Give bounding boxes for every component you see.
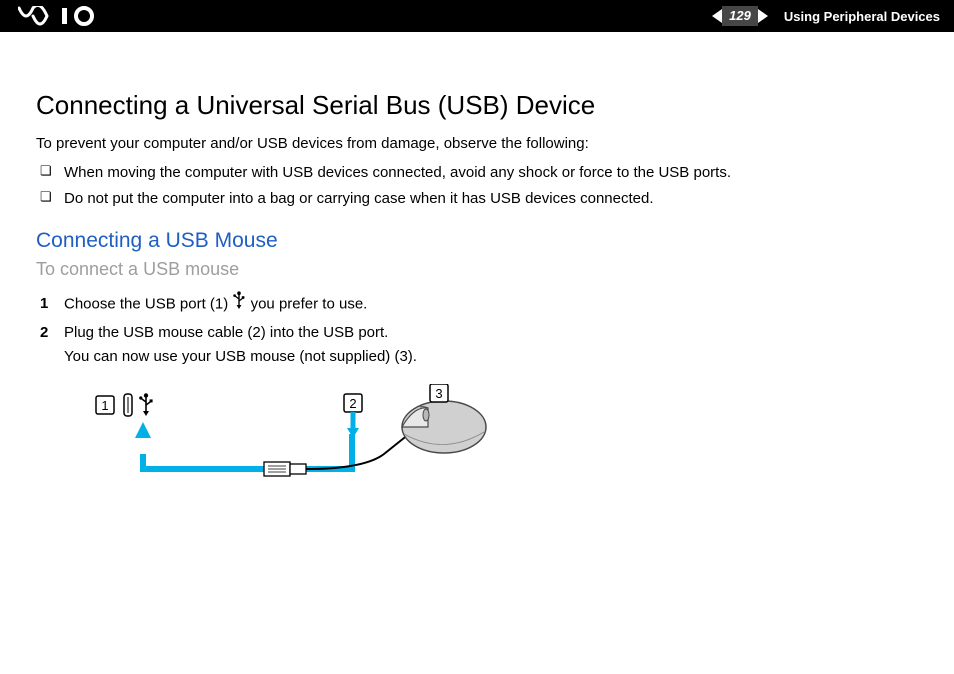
breadcrumb[interactable]: Using Peripheral Devices	[784, 9, 940, 24]
usb-mouse-diagram: 1	[64, 384, 918, 499]
header-right: 129 Using Peripheral Devices	[712, 6, 940, 26]
page-content: Connecting a Universal Serial Bus (USB) …	[0, 32, 954, 499]
steps-list: Choose the USB port (1) you prefer to us…	[36, 292, 918, 368]
diagram-label-1: 1	[101, 398, 108, 413]
subsection-subheading: To connect a USB mouse	[36, 259, 918, 280]
mouse-icon	[402, 401, 486, 453]
page-number-badge[interactable]: 129	[712, 6, 774, 26]
step-item: Choose the USB port (1) you prefer to us…	[36, 292, 918, 317]
step-text-pre: Choose the USB port (1)	[64, 296, 232, 313]
warning-bullets: When moving the computer with USB device…	[36, 160, 918, 211]
intro-text: To prevent your computer and/or USB devi…	[36, 135, 918, 152]
step-item: Plug the USB mouse cable (2) into the US…	[36, 321, 918, 368]
vaio-logo	[18, 6, 116, 26]
diagram-label-3: 3	[435, 386, 442, 401]
diagram-label-2: 2	[349, 396, 356, 411]
page-title: Connecting a Universal Serial Bus (USB) …	[36, 90, 918, 121]
usb-plug-icon	[264, 462, 306, 476]
usb-trident-icon	[232, 291, 246, 316]
header-bar: 129 Using Peripheral Devices	[0, 0, 954, 32]
subsection-title: Connecting a USB Mouse	[36, 229, 918, 253]
bullet-item: Do not put the computer into a bag or ca…	[36, 186, 918, 212]
page-number: 129	[729, 8, 751, 23]
bullet-item: When moving the computer with USB device…	[36, 160, 918, 186]
step-text-post: you prefer to use.	[246, 296, 367, 313]
